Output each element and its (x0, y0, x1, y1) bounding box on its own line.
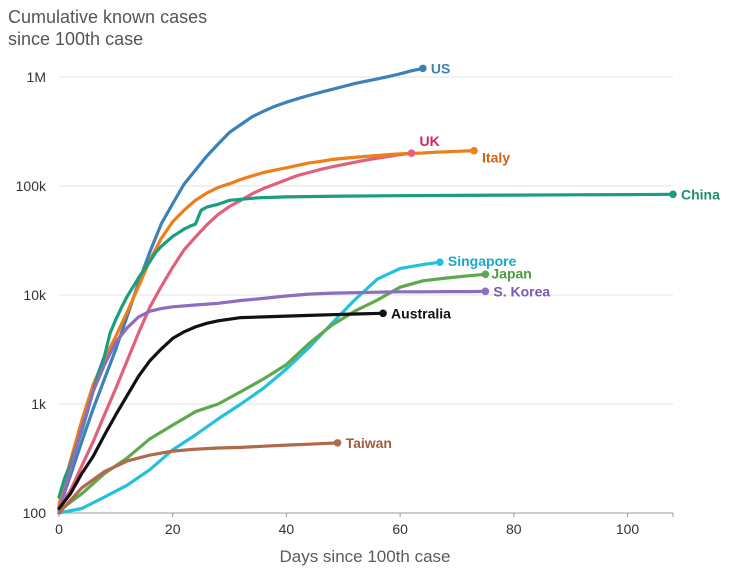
series-label-australia: Australia (391, 305, 451, 321)
series-label-uk: UK (419, 133, 439, 149)
x-tick-label-40: 40 (279, 521, 295, 537)
series-end-points (333, 64, 677, 447)
series-line-japan (57, 272, 487, 513)
series-label-china: China (681, 186, 720, 202)
series-line-uk (57, 151, 414, 508)
series-line-s-korea (57, 289, 487, 515)
series-label-italy: Italy (482, 150, 510, 166)
series-end-point-taiwan (333, 439, 342, 447)
series-end-point-uk (407, 149, 416, 157)
x-tick-label-60: 60 (392, 521, 408, 537)
series-line-taiwan (57, 441, 340, 515)
series-end-point-italy (470, 146, 478, 155)
series-end-point-china (669, 190, 677, 199)
series-end-point-s-korea (481, 287, 490, 296)
series-end-point-australia (379, 309, 387, 318)
series-line-singapore (57, 260, 442, 515)
x-axis-title: Days since 100th case (279, 547, 450, 566)
series-line-italy (57, 149, 476, 506)
series-label-s-korea: S. Korea (493, 283, 550, 299)
series-label-us: US (431, 60, 450, 76)
axes: 100 1k 10k 100k 1M 0 20 40 60 80 100 (16, 69, 674, 537)
chart-subtitle: since 100th case (8, 29, 144, 49)
x-tick-label-80: 80 (506, 521, 522, 537)
chart-title-block: Cumulative known cases since 100th case (8, 6, 207, 50)
y-tick-label-10k: 10k (23, 287, 47, 303)
series-end-point-singapore (436, 258, 444, 266)
series-line-china (57, 192, 675, 499)
y-tick-label-1M: 1M (27, 69, 46, 85)
y-tick-label-1k: 1k (31, 396, 47, 412)
series-end-point-us (419, 64, 427, 73)
gridlines (59, 76, 673, 405)
series-lines (57, 66, 675, 515)
x-tick-label-0: 0 (55, 521, 63, 537)
y-tick-label-100k: 100k (16, 178, 47, 194)
x-tick-label-100: 100 (616, 521, 640, 537)
x-tick-label-20: 20 (165, 521, 181, 537)
series-label-singapore: Singapore (448, 253, 517, 269)
chart-title: Cumulative known cases (8, 7, 208, 27)
series-line-australia (57, 311, 385, 511)
series-label-taiwan: Taiwan (346, 435, 392, 451)
series-end-point-japan (481, 270, 490, 279)
series-label-japan: Japan (491, 265, 531, 281)
y-tick-label-100: 100 (23, 505, 47, 521)
